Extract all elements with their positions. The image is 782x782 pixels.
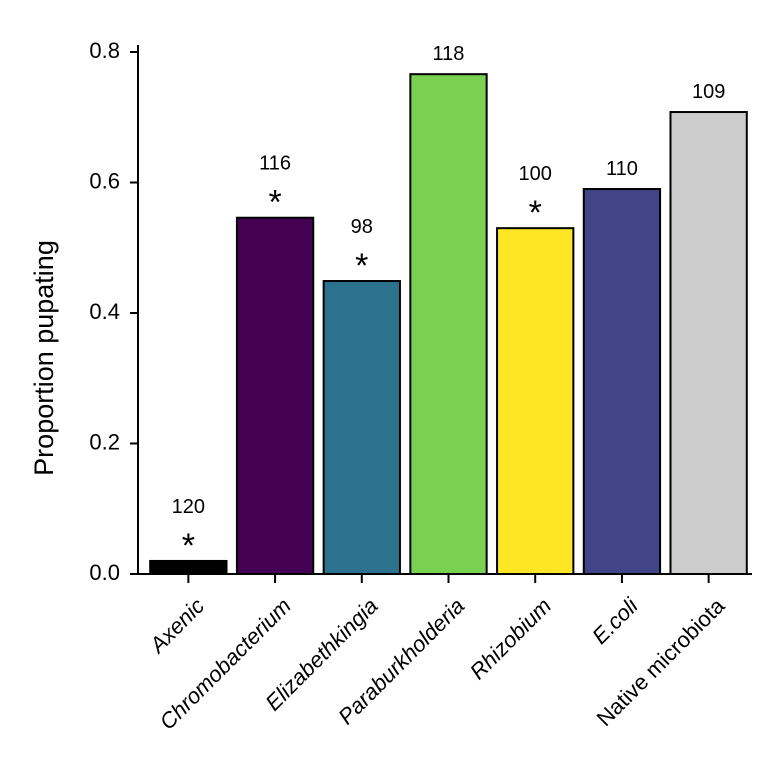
bar	[496, 227, 575, 576]
y-tick-label: 0.4	[89, 299, 120, 324]
sample-size-label: 98	[351, 216, 373, 238]
y-tick-label: 0.0	[89, 560, 120, 585]
bar	[409, 73, 488, 575]
x-tick-label: Rhizobium	[465, 593, 556, 684]
bar	[669, 111, 748, 575]
bar	[235, 216, 315, 576]
significance-marker: *	[529, 194, 542, 232]
y-tick-label: 0.2	[89, 429, 120, 454]
sample-size-label: 109	[692, 81, 725, 103]
bar	[582, 188, 662, 575]
bar	[322, 280, 401, 575]
sample-size-label: 118	[433, 43, 465, 65]
significance-marker: *	[268, 184, 281, 222]
significance-marker: *	[355, 247, 368, 285]
x-tick-label: E.coli	[587, 592, 644, 649]
sample-size-label: 116	[259, 153, 291, 175]
y-axis-label: Proportion pupating	[29, 240, 59, 476]
x-tick-label: Axenic	[143, 593, 209, 659]
sample-size-label: 120	[172, 496, 205, 518]
y-tick-label: 0.6	[89, 168, 120, 193]
sample-size-label: 100	[519, 163, 552, 185]
y-tick-label: 0.8	[89, 38, 120, 63]
sample-size-label: 110	[606, 158, 638, 180]
significance-marker: *	[182, 527, 195, 565]
